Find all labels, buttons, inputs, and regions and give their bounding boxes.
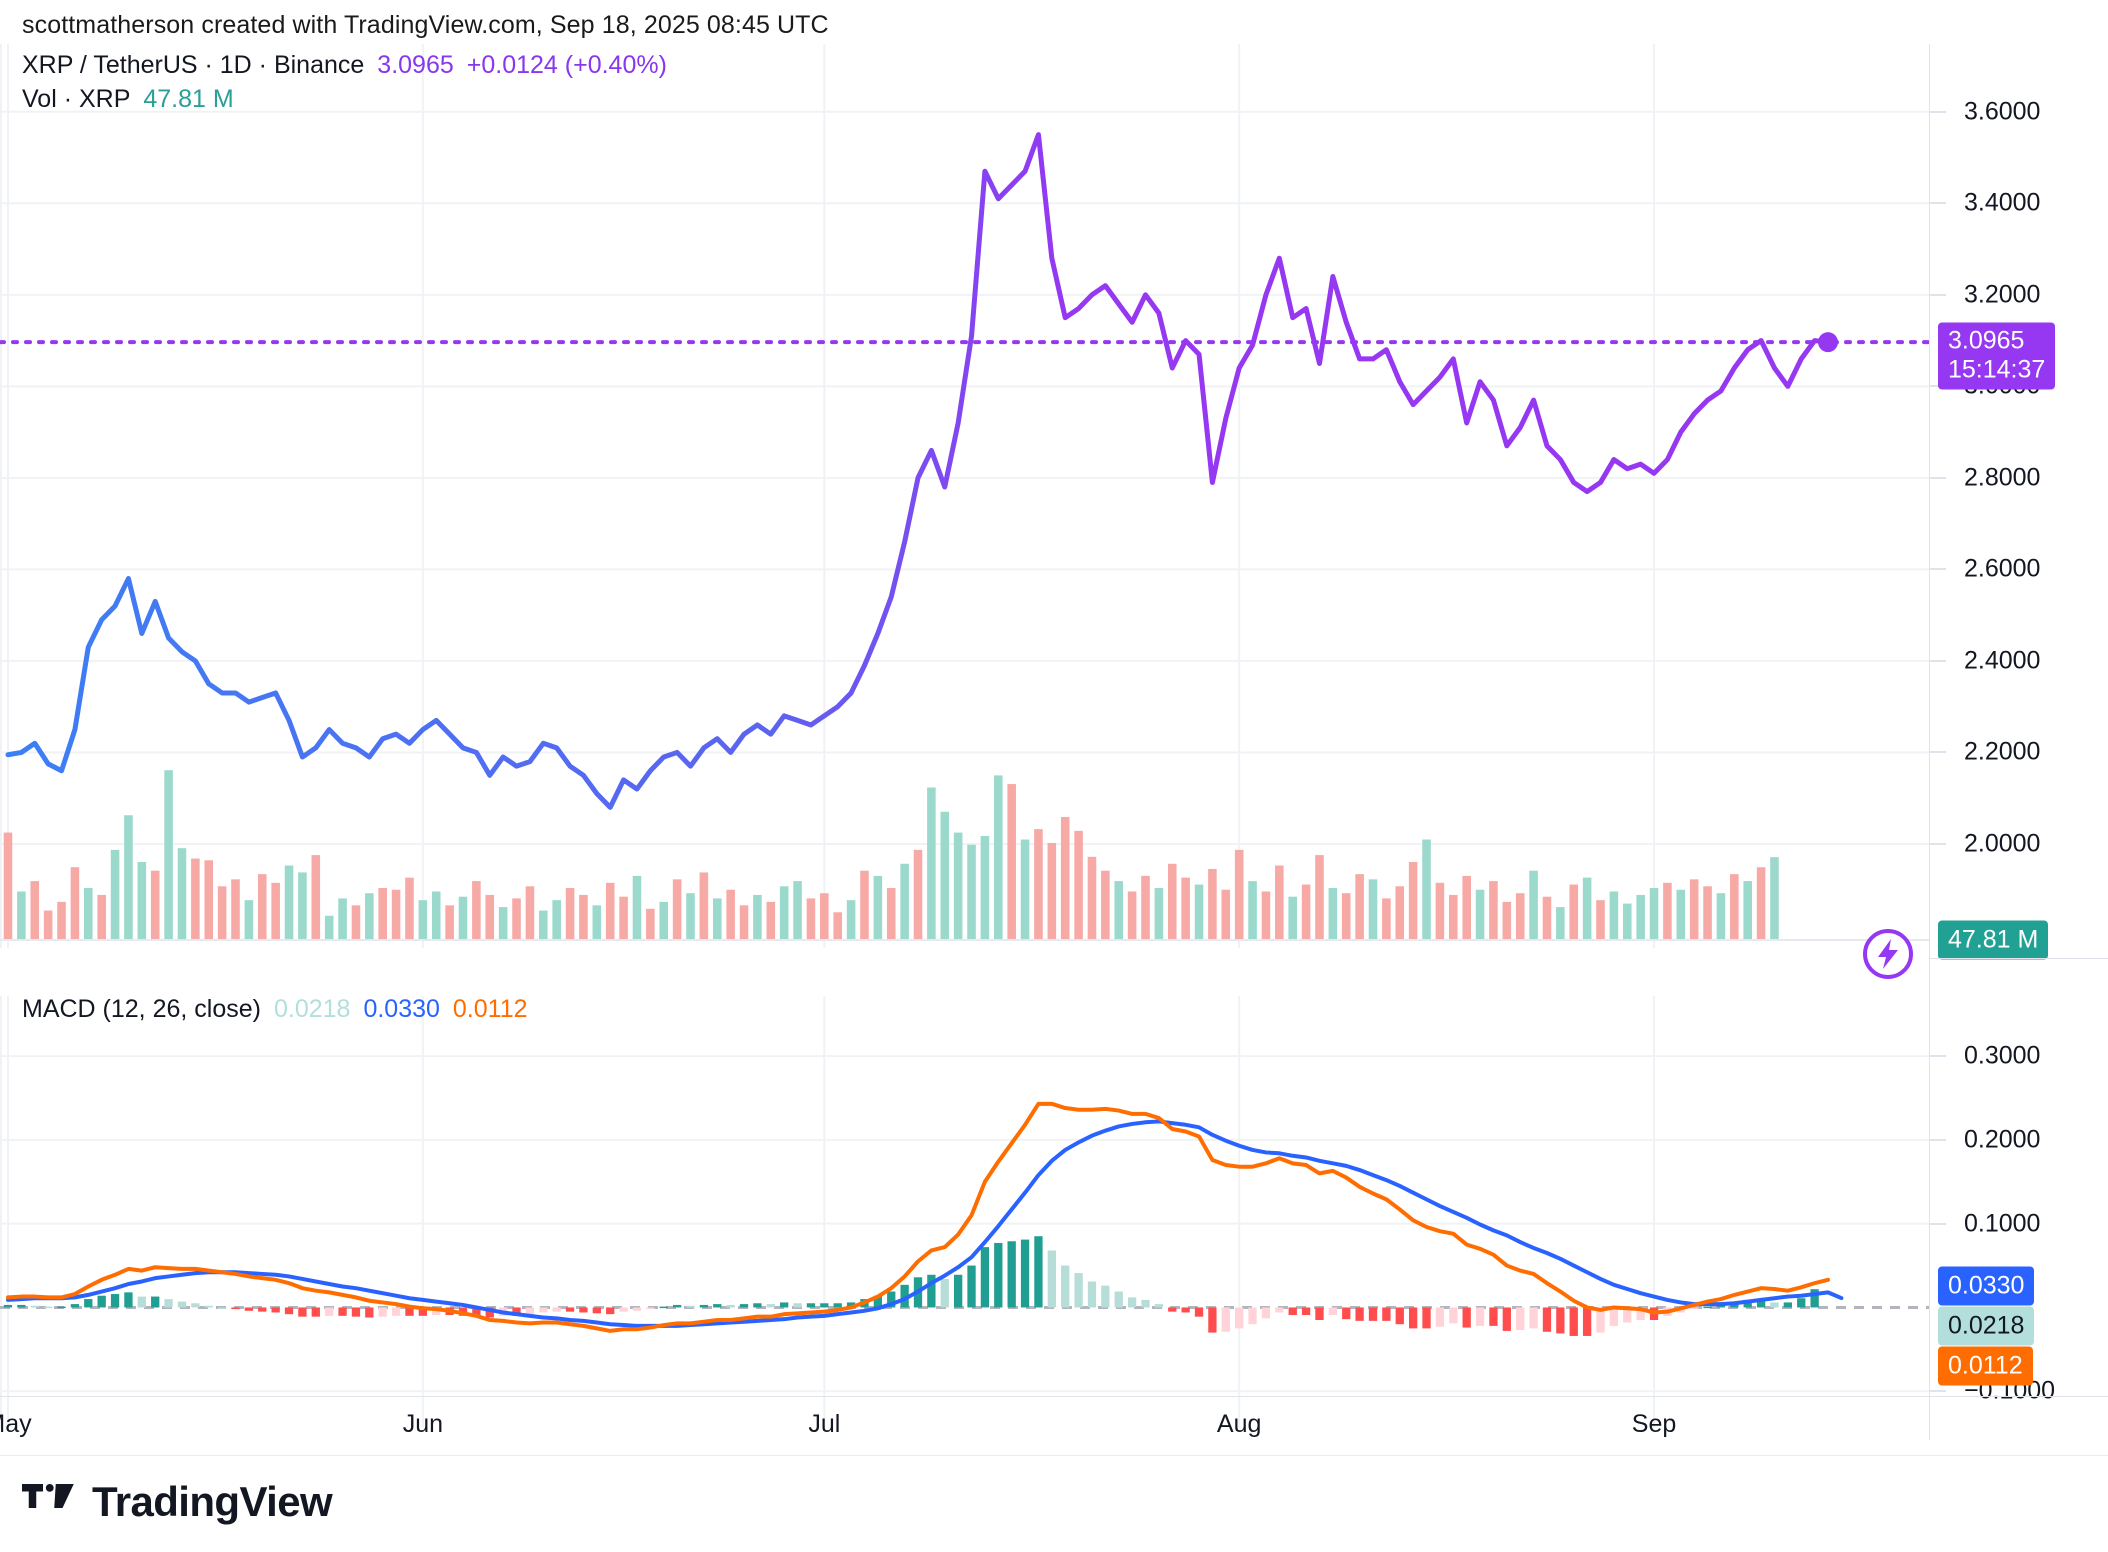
price-tick-label: 3.4000 [1964, 188, 2041, 217]
macd-tick-mark [1930, 1138, 1946, 1141]
time-axis-bottom-border [0, 1455, 2108, 1456]
price-tick-mark [1930, 202, 1946, 205]
price-pane[interactable]: XRP / TetherUS · 1D · Binance 3.0965 +0.01… [0, 44, 1930, 948]
time-axis-label: Aug [1216, 1410, 1262, 1438]
price-tick-label: 2.8000 [1964, 463, 2041, 492]
time-axis-label: May [0, 1410, 32, 1438]
axis-separator [1929, 44, 1930, 1440]
price-tick-mark [1930, 110, 1946, 113]
time-axis-label: Jun [402, 1410, 443, 1438]
time-axis-top-border [0, 1396, 2108, 1397]
price-tick-label: 2.6000 [1964, 554, 2041, 583]
macd-histogram-badge[interactable]: 0.0218 [1938, 1306, 2035, 1346]
tradingview-logo: TradingView [22, 1478, 333, 1526]
lightning-bolt-icon[interactable] [1862, 928, 1914, 980]
macd-axis[interactable]: 0.3000 0.2000 0.1000 −0.1000 0.0330 0.0218 0.0… [1930, 996, 2108, 1428]
macd-tick-mark [1930, 1390, 1946, 1393]
macd-tick-mark [1930, 1222, 1946, 1225]
macd-signal-badge[interactable]: 0.0330 [1938, 1266, 2035, 1306]
chart-stage: XRP / TetherUS · 1D · Binance 3.0965 +0.01… [0, 44, 2108, 1440]
tradingview-wordmark: TradingView [92, 1478, 333, 1525]
volume-badge[interactable]: 47.81 M [1938, 920, 2049, 960]
price-tick-mark [1930, 568, 1946, 571]
price-tick-mark [1930, 842, 1946, 845]
macd-tick-label: 0.3000 [1964, 1041, 2041, 1070]
macd-pane[interactable]: MACD (12, 26, close) 0.0218 0.0330 0.0112 [0, 995, 1930, 1428]
macd-chart-svg [0, 996, 1930, 1428]
tradingview-logo-icon [22, 1484, 74, 1508]
price-tick-mark [1930, 476, 1946, 479]
pane-separator [1930, 958, 2108, 959]
price-tick-mark [1930, 751, 1946, 754]
time-axis-label: Jul [808, 1410, 841, 1438]
price-tick-label: 3.6000 [1964, 97, 2041, 126]
price-tick-label: 2.0000 [1964, 829, 2041, 858]
attribution-text: scottmatherson created with TradingView.… [22, 11, 829, 39]
price-tick-label: 2.2000 [1964, 737, 2041, 766]
price-tick-mark [1930, 659, 1946, 662]
macd-tick-label: 0.1000 [1964, 1209, 2041, 1238]
macd-tick-mark [1930, 1055, 1946, 1058]
current-price-badge[interactable]: 3.0965 15:14:37 [1938, 322, 2056, 390]
current-price-value: 3.0965 [1948, 326, 2025, 355]
price-axis[interactable]: 3.60003.40003.20003.00002.80002.60002.40… [1930, 44, 2108, 960]
macd-tick-label: 0.2000 [1964, 1125, 2041, 1154]
price-tick-label: 2.4000 [1964, 646, 2041, 675]
macd-line-badge[interactable]: 0.0112 [1938, 1346, 2033, 1386]
time-axis-label: Sep [1631, 1410, 1677, 1438]
footer: TradingView [0, 1456, 2108, 1552]
time-axis[interactable]: May Jun Jul Aug Sep [0, 1396, 2108, 1456]
price-tick-label: 3.2000 [1964, 280, 2041, 309]
price-chart-svg [0, 44, 1930, 948]
current-price-time: 15:14:37 [1948, 355, 2046, 384]
price-tick-mark [1930, 293, 1946, 296]
